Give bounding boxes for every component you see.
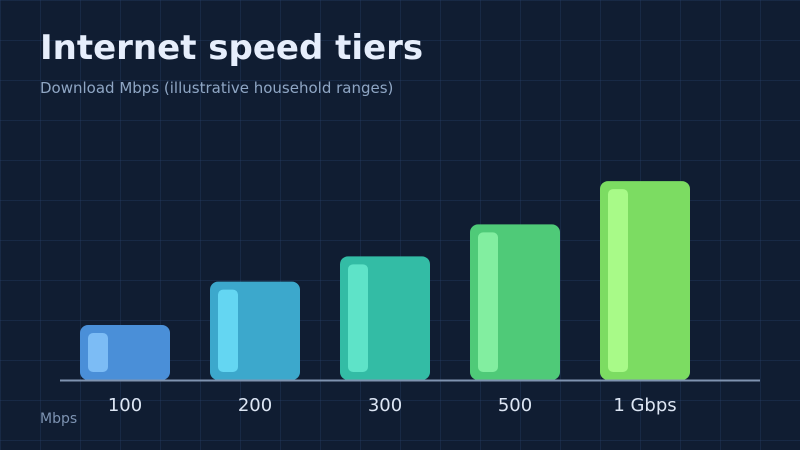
bar-highlight: [88, 333, 108, 372]
bar-group: [80, 325, 170, 380]
y-axis-label: Mbps: [40, 411, 78, 427]
x-tick-label: 1 Gbps: [613, 395, 676, 416]
bar-group: [470, 224, 560, 380]
x-tick-label: 500: [498, 395, 532, 416]
bar-group: [600, 181, 690, 380]
x-tick-label: 100: [108, 395, 142, 416]
bar-highlight: [608, 189, 628, 372]
bar-highlight: [218, 289, 238, 372]
x-tick-label: 300: [368, 395, 402, 416]
x-tick-label: 200: [238, 395, 272, 416]
chart-subtitle: Download Mbps (illustrative household ra…: [40, 79, 394, 97]
bar-group: [340, 256, 430, 380]
bar-highlight: [478, 232, 498, 372]
chart-title: Internet speed tiers: [40, 28, 424, 68]
bar-highlight: [348, 264, 368, 372]
bar-group: [210, 281, 300, 380]
